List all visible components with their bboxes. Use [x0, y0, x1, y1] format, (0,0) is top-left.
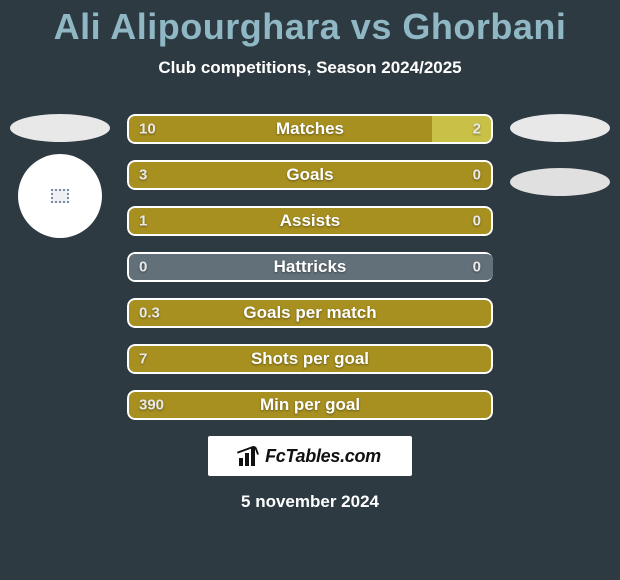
- player-ellipse-icon: [10, 114, 110, 142]
- stat-bar: 1Assists0: [127, 206, 493, 236]
- stat-bar: 3Goals0: [127, 160, 493, 190]
- branding-badge: FcTables.com: [208, 436, 412, 476]
- stat-bar: 7Shots per goal: [127, 344, 493, 374]
- stat-label: Shots per goal: [127, 349, 493, 369]
- stat-label: Matches: [127, 119, 493, 139]
- stat-label: Hattricks: [127, 257, 493, 277]
- right-player-column: [500, 114, 620, 196]
- player-ellipse-icon: [510, 168, 610, 196]
- stat-bar: 0.3Goals per match: [127, 298, 493, 328]
- stat-value-right: 0: [473, 259, 481, 276]
- bars-container: 10Matches23Goals01Assists00Hattricks00.3…: [127, 114, 493, 420]
- stat-label: Goals per match: [127, 303, 493, 323]
- stat-bar: 390Min per goal: [127, 390, 493, 420]
- chart-logo-icon: [239, 446, 261, 466]
- date-text: 5 november 2024: [0, 492, 620, 512]
- page-title: Ali Alipourghara vs Ghorbani: [0, 0, 620, 48]
- stat-label: Assists: [127, 211, 493, 231]
- stat-bar: 10Matches2: [127, 114, 493, 144]
- comparison-chart: 10Matches23Goals01Assists00Hattricks00.3…: [0, 114, 620, 420]
- player-ellipse-icon: [510, 114, 610, 142]
- player-avatar-placeholder: [18, 154, 102, 238]
- subtitle: Club competitions, Season 2024/2025: [0, 58, 620, 78]
- stat-label: Goals: [127, 165, 493, 185]
- image-placeholder-icon: [51, 189, 69, 203]
- stat-label: Min per goal: [127, 395, 493, 415]
- stat-bar: 0Hattricks0: [127, 252, 493, 282]
- stat-value-right: 0: [473, 213, 481, 230]
- left-player-column: [0, 114, 120, 238]
- stat-value-right: 2: [473, 121, 481, 138]
- branding-text: FcTables.com: [265, 446, 381, 467]
- stat-value-right: 0: [473, 167, 481, 184]
